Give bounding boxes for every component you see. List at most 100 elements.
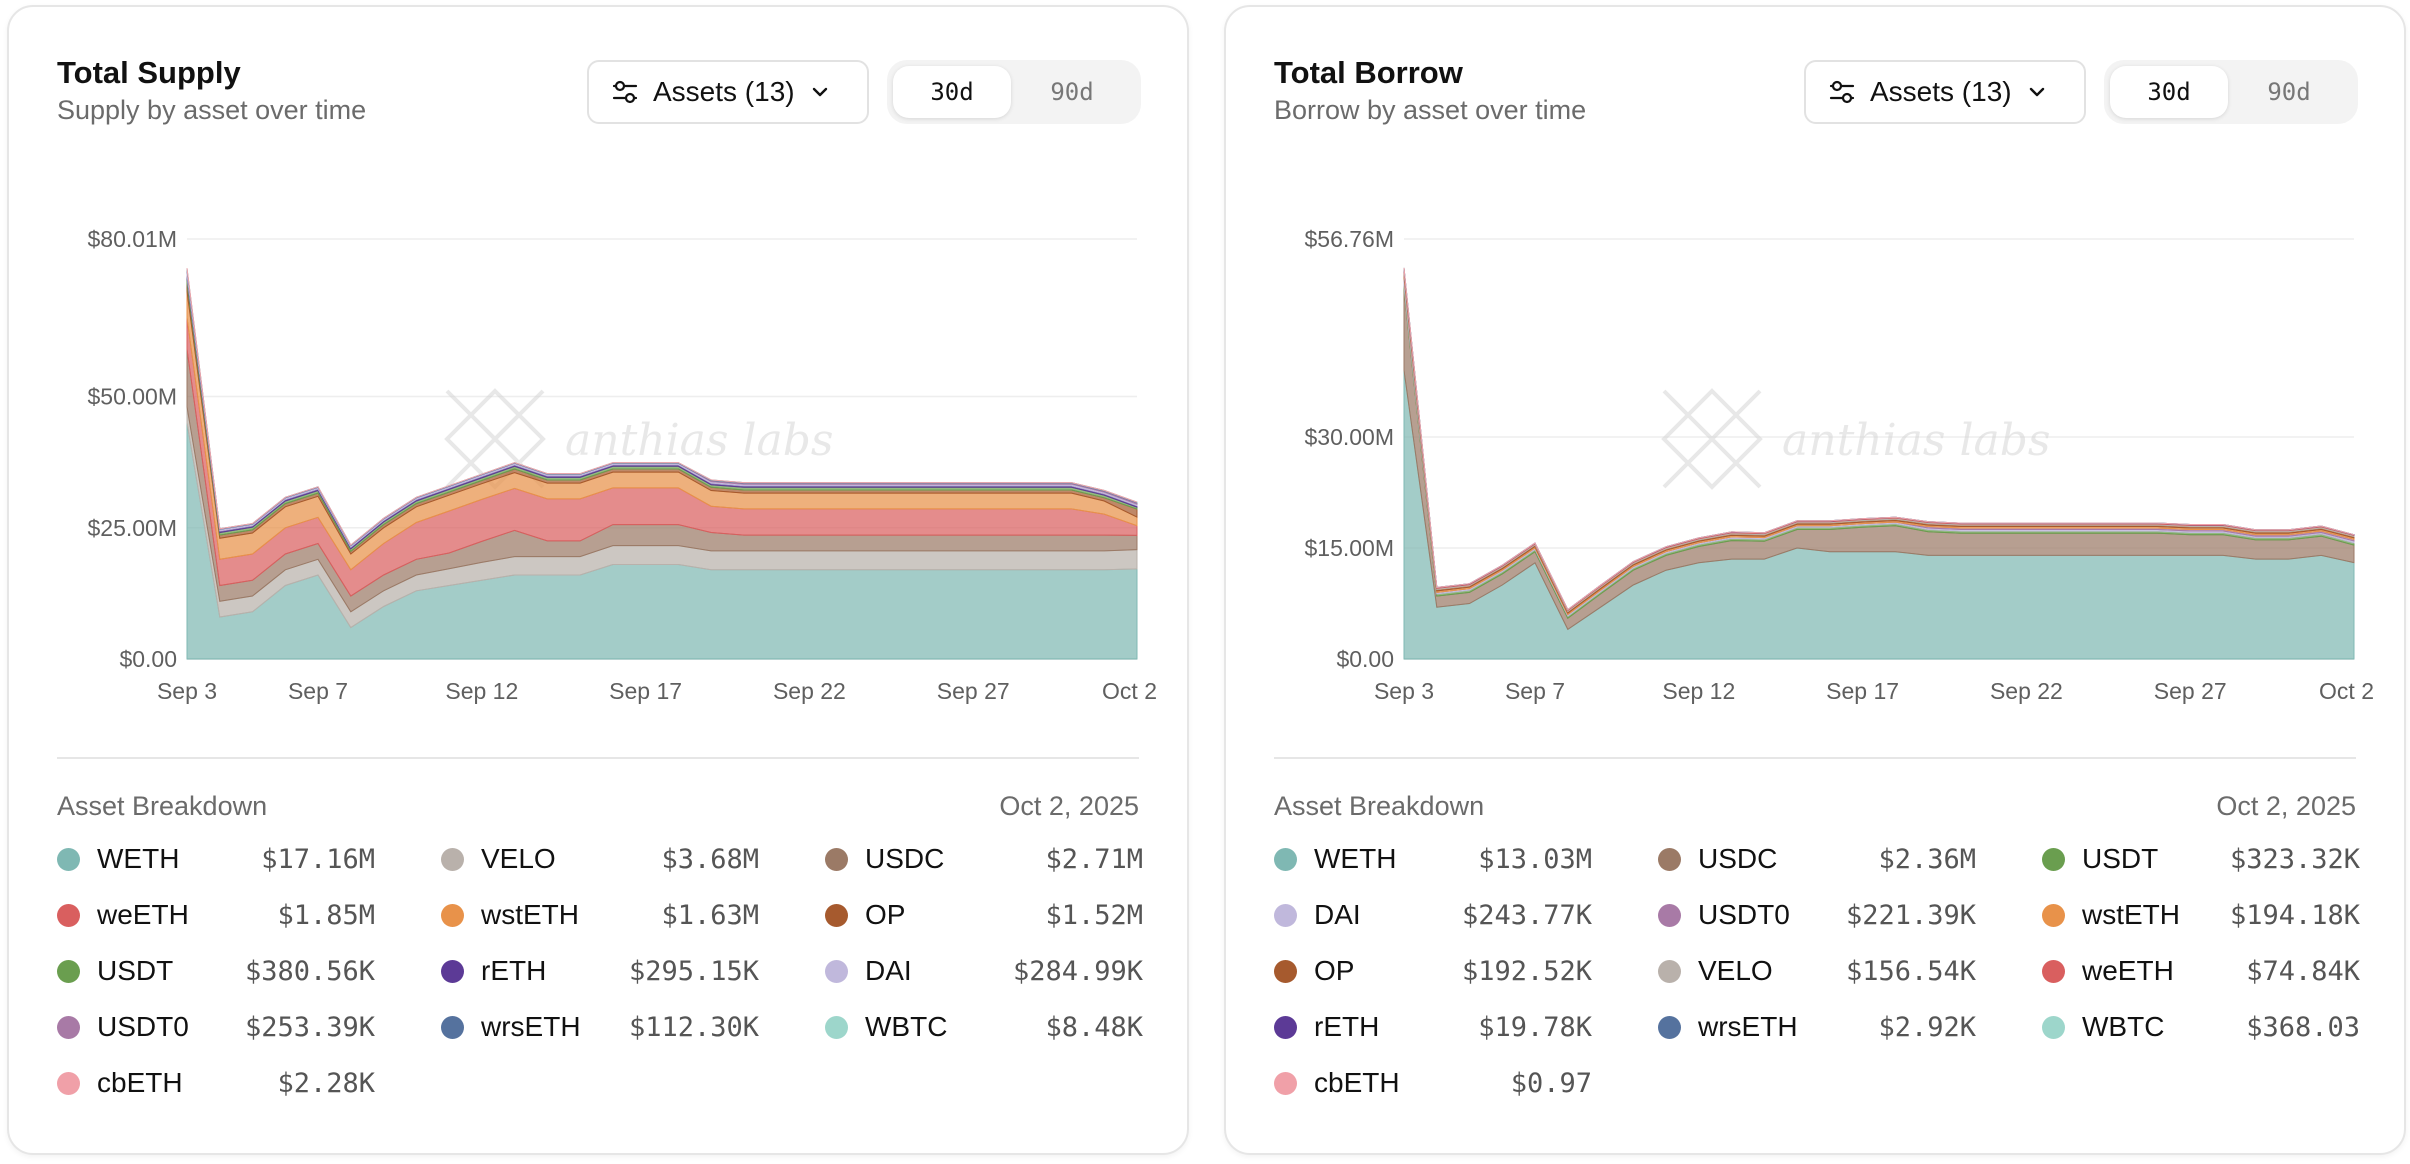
y-tick-label: $0.00 [1336,646,1394,672]
legend-color-dot [2042,903,2065,927]
x-tick-label: Sep 17 [1826,678,1899,704]
legend-asset-value: $19.78K [1478,1011,1592,1043]
x-tick-label: Sep 7 [288,678,348,704]
legend-item-wsteth: wstETH $1.63M [441,895,759,935]
legend-asset-name: WBTC [865,1011,948,1042]
legend-color-dot [1274,959,1297,983]
x-tick-label: Sep 3 [157,678,217,704]
x-tick-label: Sep 17 [609,678,682,704]
y-tick-label: $25.00M [87,515,177,541]
legend-asset-name: wstETH [481,899,579,930]
legend-item-dai: DAI $243.77K [1274,895,1592,935]
legend-color-dot [1658,959,1681,983]
legend-asset-value: $295.15K [628,955,759,987]
legend-asset-value: $2.28K [277,1067,375,1099]
divider [57,757,1139,759]
legend-item-velo: VELO $3.68M [441,839,759,879]
breakdown-date: Oct 2, 2025 [999,791,1139,821]
legend-asset-value: $13.03M [1478,843,1592,875]
legend-asset-name: VELO [1698,955,1773,986]
legend-asset-value: $323.32K [2229,843,2360,875]
legend-color-dot [57,959,80,983]
y-tick-label: $0.00 [119,646,177,672]
x-tick-label: Sep 12 [445,678,518,704]
legend-color-dot [1274,903,1297,927]
legend-asset-name: DAI [865,955,912,986]
range-90d-button[interactable]: 90d [2267,78,2311,106]
legend-asset-value: $380.56K [244,955,375,987]
legend-asset-name: wrsETH [1698,1011,1798,1042]
legend-asset-name: rETH [1314,1011,1380,1042]
legend-asset-value: $3.68M [661,843,759,875]
legend-asset-name: VELO [481,843,556,874]
sliders-icon [612,80,638,104]
legend-asset-value: $368.03 [2246,1011,2360,1043]
watermark-text: anthias labs [1782,415,2051,466]
legend-item-weeth: weETH $1.85M [57,895,375,935]
legend-asset-value: $0.97 [1510,1067,1592,1099]
card-title: Total Borrow [1274,55,1463,90]
legend-asset-value: $8.48K [1045,1011,1143,1043]
legend-color-dot [57,1071,80,1095]
range-30d-button[interactable]: 30d [2110,66,2228,118]
x-tick-label: Sep 22 [773,678,846,704]
legend-asset-value: $112.30K [628,1011,759,1043]
supply-area-chart: $0.00 $25.00M $50.00M $80.01M anthias labs Se… [87,226,1157,704]
legend-asset-value: $192.52K [1461,955,1592,987]
sliders-icon [1829,80,1855,104]
legend-item-weth: WETH $17.16M [57,839,375,879]
y-tick-label: $56.76M [1304,226,1394,252]
legend-asset-name: DAI [1314,899,1361,930]
legend-asset-name: weETH [2082,955,2174,986]
legend-asset-name: USDT0 [97,1011,189,1042]
legend-asset-name: WETH [97,843,180,874]
x-tick-label: Sep 7 [1505,678,1565,704]
legend-item-weth: WETH $13.03M [1274,839,1592,879]
legend-asset-name: rETH [481,955,547,986]
x-tick-label: Sep 27 [937,678,1010,704]
y-tick-label: $15.00M [1304,535,1394,561]
y-tick-label: $80.01M [87,226,177,252]
x-tick-label: Sep 27 [2154,678,2227,704]
legend-color-dot [825,847,848,871]
legend-color-dot [441,1015,464,1039]
legend-asset-name: weETH [97,899,189,930]
legend-item-usdc: USDC $2.36M [1658,839,1976,879]
legend-asset-value: $253.39K [244,1011,375,1043]
range-30d-button[interactable]: 30d [893,66,1011,118]
assets-filter-button[interactable]: Assets (13) [587,60,869,124]
legend-item-op: OP $192.52K [1274,951,1592,991]
legend-color-dot [1658,847,1681,871]
legend-item-weeth: weETH $74.84K [2042,951,2360,991]
watermark-text: anthias labs [565,415,834,466]
anthias-labs-watermark: anthias labs [1661,388,2051,490]
legend-item-wbtc: WBTC $8.48K [825,1007,1143,1047]
legend-item-cbeth: cbETH $2.28K [57,1063,375,1103]
legend-item-usdt: USDT $323.32K [2042,839,2360,879]
time-range-toggle: 30d 90d [2104,60,2358,124]
assets-filter-button[interactable]: Assets (13) [1804,60,2086,124]
legend-asset-value: $243.77K [1461,899,1592,931]
legend-asset-value: $74.84K [2246,955,2360,987]
anthias-labs-watermark: anthias labs [444,388,834,490]
legend-color-dot [2042,847,2065,871]
legend-item-reth: rETH $295.15K [441,951,759,991]
card-title: Total Supply [57,55,241,90]
legend-asset-value: $17.16M [261,843,375,875]
legend-asset-name: WBTC [2082,1011,2165,1042]
legend-color-dot [57,1015,80,1039]
legend-asset-name: cbETH [1314,1067,1400,1098]
total-borrow-card: Total Borrow Borrow by asset over time A… [1224,5,2406,1155]
legend-color-dot [441,847,464,871]
legend-asset-value: $221.39K [1845,899,1976,931]
legend-asset-name: OP [865,899,906,930]
legend-color-dot [441,959,464,983]
series-area-cbeth [1403,267,2355,611]
legend-asset-value: $1.85M [277,899,375,931]
range-90d-button[interactable]: 90d [1050,78,1094,106]
legend-color-dot [825,1015,848,1039]
x-tick-label: Sep 3 [1374,678,1434,704]
x-tick-label: Sep 22 [1990,678,2063,704]
legend-color-dot [1274,847,1297,871]
legend-asset-value: $1.52M [1045,899,1143,931]
